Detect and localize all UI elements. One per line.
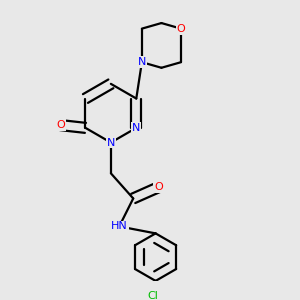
Text: N: N <box>132 123 140 133</box>
Text: O: O <box>56 120 65 130</box>
Text: N: N <box>138 57 146 67</box>
Text: O: O <box>154 182 163 192</box>
Text: O: O <box>177 24 185 34</box>
Text: HN: HN <box>111 221 128 231</box>
Text: Cl: Cl <box>147 291 158 300</box>
Text: N: N <box>107 137 115 148</box>
